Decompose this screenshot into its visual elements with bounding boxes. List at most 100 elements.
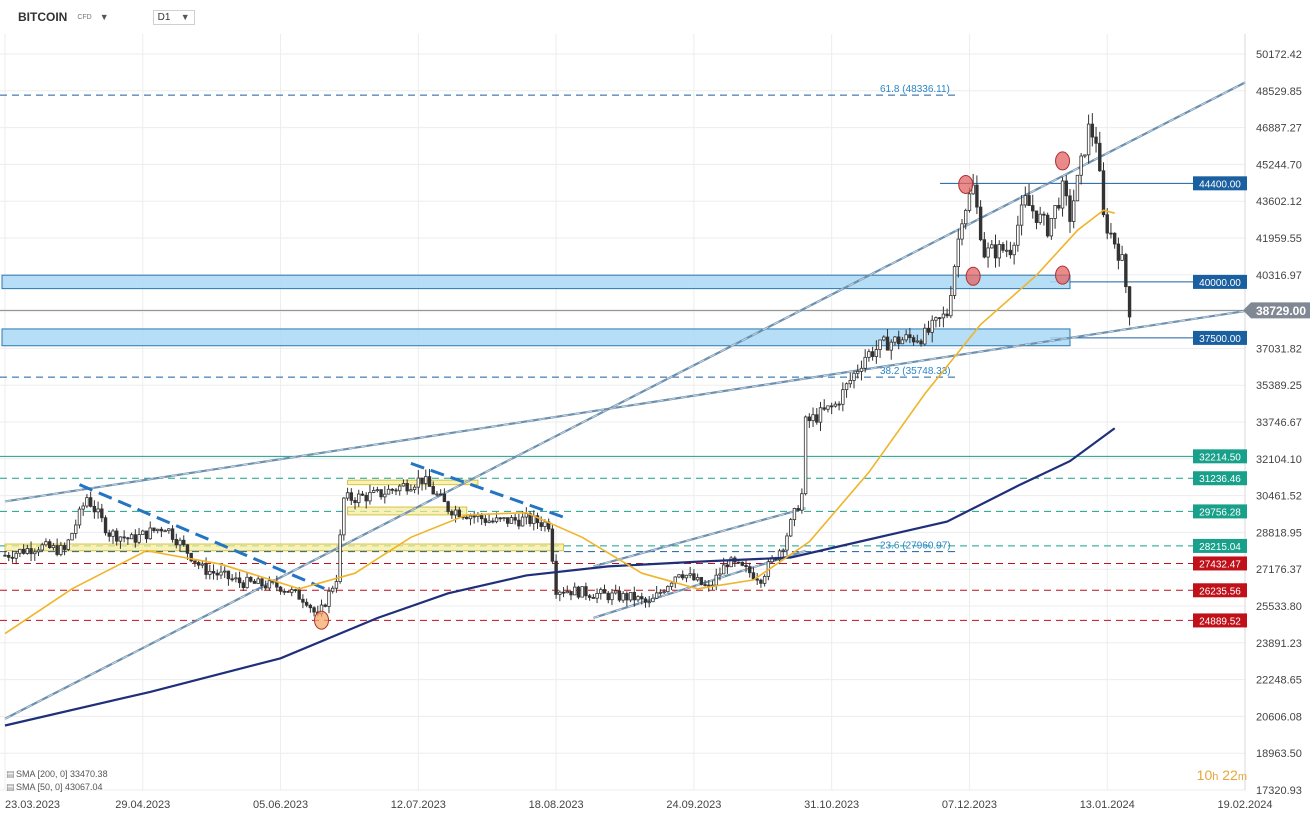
candle-body bbox=[1042, 213, 1046, 216]
price-label-box bbox=[1193, 583, 1247, 598]
candle-body bbox=[398, 485, 402, 492]
candle-body bbox=[21, 548, 26, 554]
candle-body bbox=[506, 517, 510, 524]
candle-body bbox=[286, 590, 290, 593]
candle-body bbox=[360, 493, 365, 496]
candle-body bbox=[1004, 249, 1009, 252]
candle-body bbox=[357, 493, 361, 504]
candle-body bbox=[494, 517, 499, 523]
candle-body bbox=[1109, 232, 1113, 235]
candle-body bbox=[3, 554, 7, 557]
y-tick-label: 50172.42 bbox=[1256, 49, 1302, 61]
candle-body bbox=[66, 539, 71, 550]
candle-body bbox=[159, 528, 164, 532]
candle-body bbox=[867, 351, 871, 358]
candle-body bbox=[707, 584, 711, 587]
eye-icon[interactable]: ▤ bbox=[6, 769, 15, 779]
candle-body bbox=[736, 561, 741, 564]
candle-body bbox=[1116, 243, 1121, 261]
x-tick-label: 31.10.2023 bbox=[804, 799, 859, 811]
symbol-name[interactable]: BITCOIN bbox=[18, 10, 68, 24]
candle-body bbox=[878, 339, 882, 350]
candle-body bbox=[777, 550, 782, 561]
candle-body bbox=[517, 519, 521, 527]
candle-body bbox=[293, 589, 298, 592]
candle-body bbox=[688, 573, 692, 576]
candle-body bbox=[424, 476, 428, 484]
candle-body bbox=[584, 586, 588, 597]
candle-body bbox=[345, 492, 350, 499]
candle-body bbox=[885, 336, 890, 351]
candle-body bbox=[640, 596, 644, 600]
candle-body bbox=[695, 577, 700, 581]
candle-body bbox=[543, 521, 547, 527]
eye-icon[interactable]: ▤ bbox=[6, 782, 15, 792]
price-label-text: 28215.04 bbox=[1199, 542, 1241, 553]
candle-body bbox=[465, 516, 469, 520]
candle-body bbox=[952, 266, 957, 296]
pivot-marker bbox=[965, 266, 981, 286]
y-tick-label: 48529.85 bbox=[1256, 86, 1302, 98]
candle-body bbox=[1045, 214, 1050, 237]
x-tick-label: 24.09.2023 bbox=[666, 799, 721, 811]
chevron-down-icon: ▼ bbox=[180, 12, 190, 22]
candle-body bbox=[978, 206, 983, 241]
y-tick-label: 17320.93 bbox=[1256, 785, 1302, 797]
candle-body bbox=[282, 590, 286, 593]
y-tick-label: 20606.08 bbox=[1256, 711, 1302, 723]
candle-body bbox=[342, 497, 346, 536]
y-tick-label: 33746.67 bbox=[1256, 417, 1302, 429]
countdown-hours: 10 bbox=[1196, 767, 1213, 783]
candle-body bbox=[651, 597, 655, 603]
candle-body bbox=[1072, 200, 1076, 222]
candle-body bbox=[781, 549, 785, 552]
timeframe-select[interactable]: D1 ▼ bbox=[152, 9, 195, 25]
candle-body bbox=[606, 592, 610, 601]
candle-body bbox=[174, 539, 178, 546]
candle-body bbox=[115, 530, 119, 542]
candle-body bbox=[1079, 155, 1083, 176]
legend-item-sma200[interactable]: ▤SMA [200, 0] 33470.38 bbox=[6, 768, 108, 781]
candle-body bbox=[859, 367, 864, 372]
price-label-text: 37500.00 bbox=[1199, 334, 1241, 345]
candle-body bbox=[170, 528, 175, 540]
candle-body bbox=[133, 534, 138, 543]
candle-body bbox=[1064, 180, 1068, 197]
candle-body bbox=[14, 552, 18, 559]
pivot-marker bbox=[1055, 265, 1071, 285]
countdown-h-unit: h bbox=[1212, 771, 1219, 783]
price-label-text: 40000.00 bbox=[1199, 278, 1241, 289]
y-tick-label: 35389.25 bbox=[1256, 380, 1302, 392]
candle-body bbox=[1086, 123, 1091, 156]
pivot-marker bbox=[958, 174, 974, 194]
candle-body bbox=[796, 508, 800, 511]
candle-body bbox=[1098, 142, 1102, 172]
candle-body bbox=[472, 515, 476, 518]
candle-body bbox=[993, 244, 998, 259]
candle-body bbox=[163, 530, 167, 533]
candle-body bbox=[893, 336, 897, 343]
legend-item-sma50[interactable]: ▤SMA [50, 0] 43067.04 bbox=[6, 781, 108, 794]
candle-body bbox=[111, 530, 115, 537]
y-tick-label: 43602.12 bbox=[1256, 196, 1302, 208]
candle-body bbox=[364, 494, 368, 502]
candle-body bbox=[882, 336, 886, 341]
consolidation-zone bbox=[4, 543, 565, 552]
candle-body bbox=[759, 579, 763, 584]
candle-body bbox=[167, 528, 171, 532]
candle-body bbox=[565, 591, 569, 594]
candle-body bbox=[856, 370, 860, 374]
candle-body bbox=[729, 557, 733, 568]
price-label-box bbox=[1193, 613, 1247, 628]
candle-body bbox=[621, 593, 625, 601]
candle-body bbox=[204, 563, 208, 575]
candle-body bbox=[7, 554, 11, 558]
candle-body bbox=[379, 489, 383, 498]
candle-body bbox=[1075, 174, 1080, 202]
candle-body bbox=[390, 488, 394, 491]
chevron-down-icon[interactable]: ▼ bbox=[99, 12, 109, 22]
candle-body bbox=[725, 564, 730, 568]
timeframe-label: D1 bbox=[157, 11, 171, 23]
candle-body bbox=[896, 336, 901, 345]
